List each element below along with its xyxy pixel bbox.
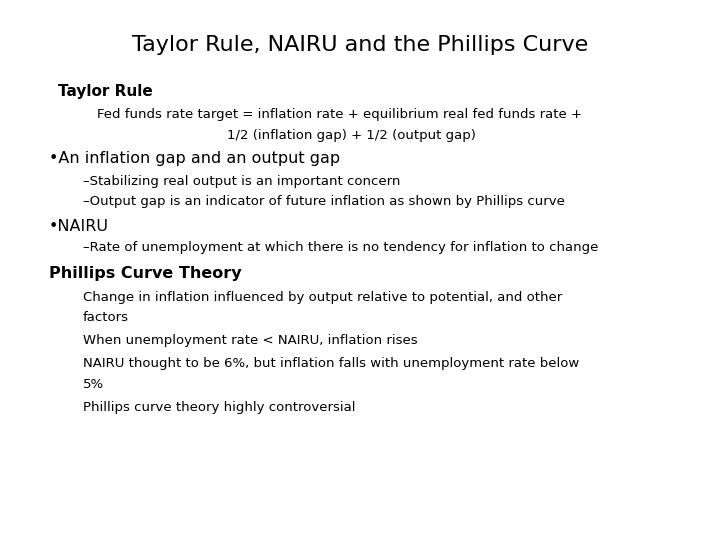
Text: •An inflation gap and an output gap: •An inflation gap and an output gap	[49, 151, 340, 166]
Text: Phillips Curve Theory: Phillips Curve Theory	[49, 266, 242, 281]
Text: Fed funds rate target = inflation rate + equilibrium real fed funds rate +: Fed funds rate target = inflation rate +…	[97, 108, 582, 121]
Text: When unemployment rate < NAIRU, inflation rises: When unemployment rate < NAIRU, inflatio…	[83, 334, 418, 347]
Text: •NAIRU: •NAIRU	[49, 219, 109, 234]
Text: Phillips curve theory highly controversial: Phillips curve theory highly controversi…	[83, 401, 355, 414]
Text: NAIRU thought to be 6%, but inflation falls with unemployment rate below: NAIRU thought to be 6%, but inflation fa…	[83, 357, 579, 370]
Text: Taylor Rule, NAIRU and the Phillips Curve: Taylor Rule, NAIRU and the Phillips Curv…	[132, 35, 588, 55]
Text: –Output gap is an indicator of future inflation as shown by Phillips curve: –Output gap is an indicator of future in…	[83, 195, 564, 208]
Text: Taylor Rule: Taylor Rule	[58, 84, 153, 99]
Text: –Rate of unemployment at which there is no tendency for inflation to change: –Rate of unemployment at which there is …	[83, 241, 598, 254]
Text: –Stabilizing real output is an important concern: –Stabilizing real output is an important…	[83, 175, 400, 188]
Text: factors: factors	[83, 311, 129, 324]
Text: Change in inflation influenced by output relative to potential, and other: Change in inflation influenced by output…	[83, 291, 562, 303]
Text: 1/2 (inflation gap) + 1/2 (output gap): 1/2 (inflation gap) + 1/2 (output gap)	[227, 129, 476, 141]
Text: 5%: 5%	[83, 378, 104, 391]
